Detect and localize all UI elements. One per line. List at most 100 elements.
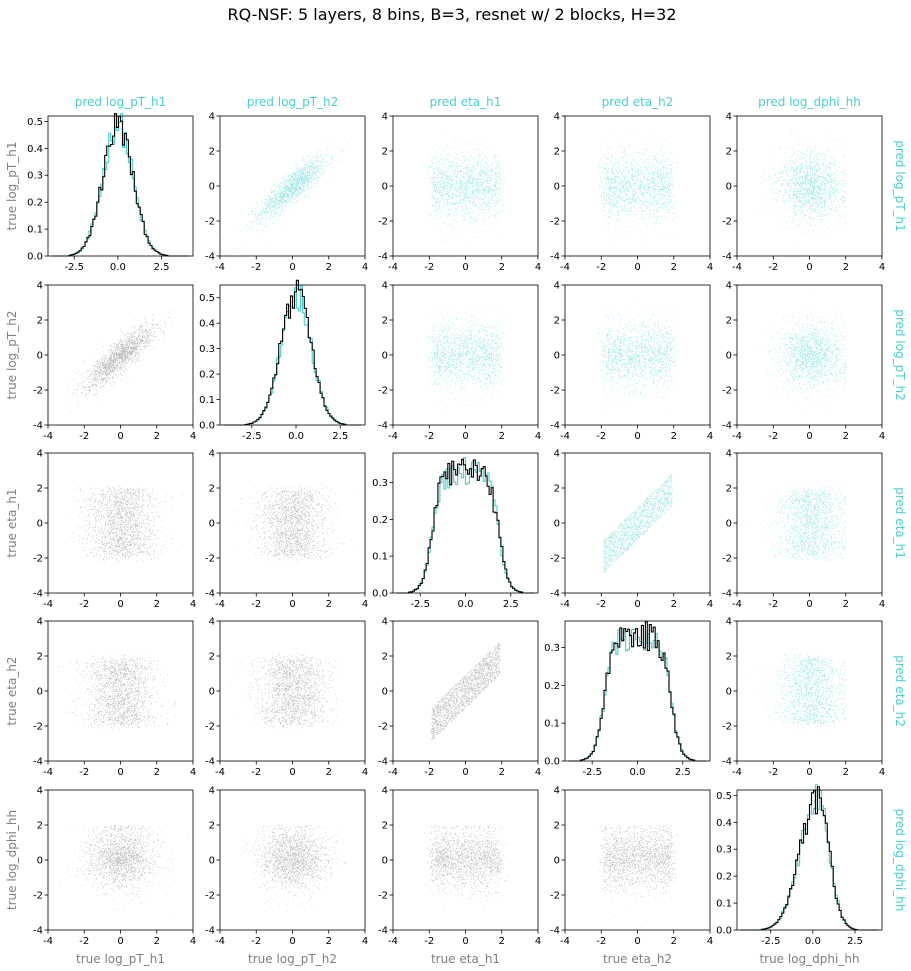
- x-tick-label: 4: [535, 767, 541, 778]
- y-tick-label: 0.1: [372, 552, 388, 563]
- y-tick-label: 4: [554, 281, 560, 292]
- x-tick-label: 0: [634, 936, 640, 947]
- right-label-3: pred eta_h2: [893, 655, 907, 727]
- panel-4-2: -4 -2 0 2 4 -4 -2 0 2 4: [378, 786, 541, 948]
- scatter-cloud: [230, 653, 344, 730]
- panel-1-1: -2.5 0.0 2.5 0.0 0.1 0.2 0.3 0.4 0.5: [199, 279, 366, 442]
- x-tick-label: 2.5: [675, 767, 691, 778]
- y-tick-label: 2: [37, 652, 43, 663]
- x-tick-label: 4: [707, 599, 713, 610]
- y-tick-label: -4: [378, 926, 388, 937]
- y-tick-label: 4: [726, 112, 732, 123]
- y-tick-label: 0.4: [27, 144, 43, 155]
- x-tick-label: -4: [215, 262, 225, 273]
- y-tick-label: 0: [382, 687, 388, 698]
- y-tick-label: 0: [726, 182, 732, 193]
- y-tick-label: -2: [722, 554, 732, 565]
- x-tick-label: -2: [768, 431, 778, 442]
- x-tick-label: -4: [732, 431, 742, 442]
- y-tick-label: -2: [722, 386, 732, 397]
- axes-frame: [736, 115, 883, 257]
- x-tick-label: -2: [596, 936, 606, 947]
- bottom-label-0: true log_pT_h1: [76, 952, 165, 966]
- y-tick-label: 0.0: [199, 421, 215, 432]
- y-tick-label: -4: [33, 589, 43, 600]
- x-tick-label: -4: [560, 936, 570, 947]
- y-tick-label: -4: [205, 589, 215, 600]
- y-tick-label: 4: [382, 786, 388, 797]
- y-tick-label: 0.5: [716, 791, 732, 802]
- scatter-points: [744, 484, 847, 561]
- scatter-points: [603, 474, 673, 573]
- x-tick-label: 0.0: [110, 262, 126, 273]
- scatter-points: [58, 652, 176, 731]
- x-tick-label: 0: [117, 599, 123, 610]
- x-tick-label: 2: [671, 936, 677, 947]
- y-tick-label: 0.1: [544, 719, 560, 730]
- scatter-points: [598, 303, 679, 414]
- y-tick-label: -4: [33, 421, 43, 432]
- y-tick-label: 0.2: [544, 681, 560, 692]
- scatter-cloud: [603, 474, 673, 573]
- y-tick-label: 4: [726, 617, 732, 628]
- x-tick-label: 4: [190, 767, 196, 778]
- x-tick-label: 0: [634, 599, 640, 610]
- x-tick-label: 4: [879, 431, 885, 442]
- x-tick-label: -4: [560, 262, 570, 273]
- x-tick-label: 2: [154, 767, 160, 778]
- x-tick-label: 4: [362, 767, 368, 778]
- panel-4-0: -4 -2 0 2 4 -4 -2 0 2 4: [33, 786, 196, 948]
- x-tick-label: -4: [43, 936, 53, 947]
- x-tick-label: 0: [462, 767, 468, 778]
- x-tick-label: -2: [251, 599, 261, 610]
- x-tick-label: -2: [596, 599, 606, 610]
- x-tick-label: -2: [79, 431, 89, 442]
- scatter-cloud: [758, 291, 847, 416]
- y-tick-label: -2: [378, 722, 388, 733]
- panel-0-1: -4 -2 0 2 4 -4 -2 0 2 4: [205, 112, 368, 274]
- y-tick-label: 0.0: [372, 589, 388, 600]
- y-tick-label: -2: [550, 217, 560, 228]
- x-tick-label: 0: [117, 431, 123, 442]
- y-tick-label: 0: [726, 687, 732, 698]
- y-tick-label: 2: [37, 316, 43, 327]
- right-label-0: pred log_pT_h1: [893, 140, 907, 232]
- x-tick-label: -4: [43, 767, 53, 778]
- x-tick-label: -4: [43, 599, 53, 610]
- x-tick-label: -2.5: [410, 599, 430, 610]
- scatter-points: [426, 304, 505, 409]
- axes-frame: [47, 452, 194, 594]
- axes-frame: [47, 115, 194, 257]
- bottom-label-1: true log_pT_h2: [248, 952, 337, 966]
- x-tick-label: 4: [190, 936, 196, 947]
- scatter-points: [66, 310, 175, 412]
- left-label-2: true eta_h1: [5, 488, 19, 557]
- x-tick-label: 2: [499, 431, 505, 442]
- y-tick-label: -2: [550, 891, 560, 902]
- y-tick-label: 2: [382, 316, 388, 327]
- y-tick-label: 2: [554, 484, 560, 495]
- scatter-cloud: [744, 484, 847, 561]
- x-tick-label: -2: [251, 936, 261, 947]
- y-tick-label: -2: [33, 722, 43, 733]
- y-tick-label: 4: [37, 281, 43, 292]
- hist-true: [568, 621, 707, 762]
- x-tick-label: 2: [671, 431, 677, 442]
- y-tick-label: 0: [554, 856, 560, 867]
- x-tick-label: -4: [43, 431, 53, 442]
- y-tick-label: 0.2: [372, 515, 388, 526]
- panel-4-1: -4 -2 0 2 4 -4 -2 0 2 4: [205, 786, 368, 948]
- x-tick-label: -4: [560, 599, 570, 610]
- x-tick-label: 2: [154, 936, 160, 947]
- x-tick-label: 0.0: [458, 599, 474, 610]
- x-tick-label: 4: [879, 262, 885, 273]
- y-tick-label: 0.3: [716, 845, 732, 856]
- x-tick-label: 2: [154, 431, 160, 442]
- left-label-0: true log_pT_h1: [5, 142, 19, 231]
- scatter-cloud: [236, 485, 358, 562]
- panel-3-1: -4 -2 0 2 4 -4 -2 0 2 4: [205, 617, 368, 779]
- panel-3-0: -4 -2 0 2 4 -4 -2 0 2 4: [33, 617, 196, 779]
- panel-0-3: -4 -2 0 2 4 -4 -2 0 2 4: [550, 112, 713, 274]
- scatter-cloud: [69, 485, 183, 563]
- scatter-cloud: [223, 138, 349, 249]
